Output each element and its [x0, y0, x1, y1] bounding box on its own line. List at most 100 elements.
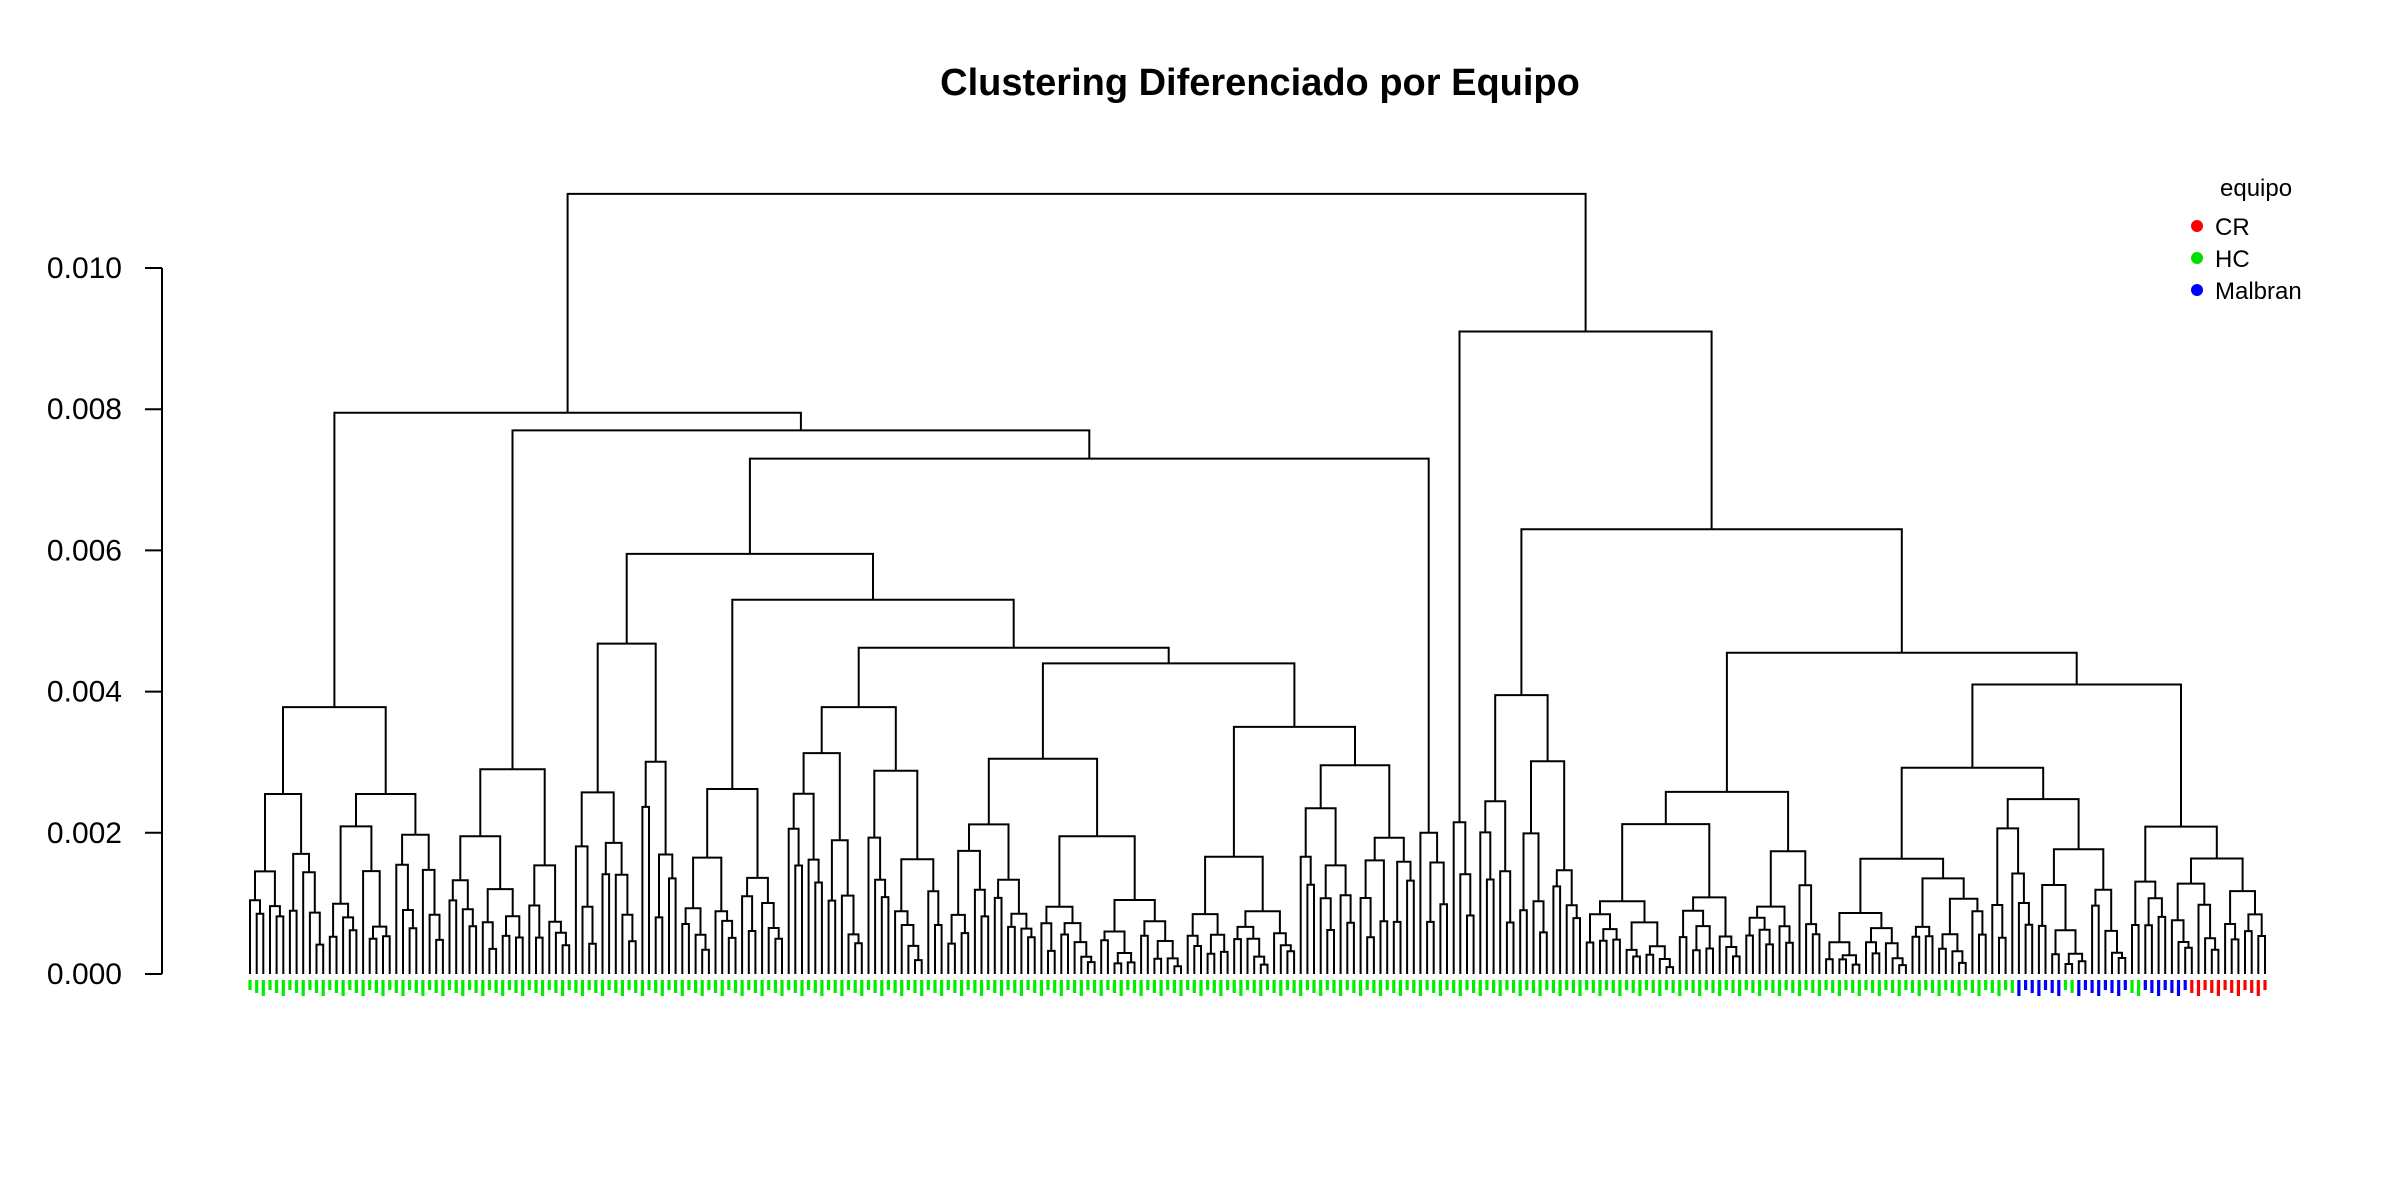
dendrogram-branch [254, 870, 276, 907]
leaf-label [1265, 980, 1270, 990]
dendrogram-branch [927, 890, 940, 974]
dendrogram-branch [2144, 924, 2153, 974]
dendrogram-branch [2144, 825, 2218, 882]
dendrogram-branch [968, 823, 1010, 880]
dendrogram-branch [714, 910, 729, 974]
dendrogram-branch [1664, 790, 1790, 852]
dendrogram-branch [588, 942, 597, 974]
dendrogram-branch [721, 919, 734, 974]
leaf-label [401, 980, 405, 996]
leaf-label [467, 980, 472, 990]
leaf-label [860, 980, 864, 996]
y-tick-label: 0.004 [47, 676, 122, 709]
dendrogram-branch [505, 915, 521, 938]
leaf-label [2196, 980, 2201, 996]
leaf-label [713, 980, 718, 993]
leaf-label [2203, 980, 2207, 990]
dendrogram-branch [2184, 946, 2193, 974]
leaf-label [1272, 980, 1276, 993]
dendrogram-branch [486, 888, 514, 923]
leaf-label [1226, 980, 1230, 990]
leaf-label [341, 980, 345, 996]
dendrogram-branch [1941, 933, 1959, 952]
leaf-label [2077, 980, 2081, 996]
dendrogram-branch [1725, 946, 1738, 974]
dendrogram-branch [668, 877, 677, 974]
leaf-label [1664, 980, 1669, 990]
dendrogram-branch [681, 923, 690, 974]
leaf-label [807, 980, 811, 990]
dendrogram-branch [1304, 807, 1337, 866]
dendrogram-branch [980, 915, 990, 974]
leaf-label [1565, 980, 1569, 990]
leaf-label [813, 980, 817, 993]
dendrogram-branch [614, 873, 629, 974]
dendrogram-branch [2041, 884, 2067, 931]
dendrogram-branch [658, 853, 674, 918]
leaf-label [328, 980, 332, 990]
dendrogram-branch [1143, 920, 1167, 941]
leaf-label [1678, 980, 1682, 996]
dendrogram-branch [1682, 909, 1705, 938]
leaf-label [1877, 980, 1881, 996]
leaf-label [946, 980, 950, 990]
leaf-label [2210, 980, 2214, 993]
y-tick-label: 0.002 [47, 817, 122, 850]
dendrogram-branch [2204, 937, 2217, 974]
dendrogram-branch [774, 937, 783, 974]
dendrogram-branch [451, 879, 469, 910]
dendrogram-branch [421, 868, 436, 974]
leaf-label [2150, 980, 2154, 993]
leaf-label [960, 980, 964, 996]
dendrogram-branch [1552, 885, 1562, 974]
legend-marker [2191, 220, 2203, 232]
leaf-label [1452, 980, 1456, 993]
dendrogram-branch [857, 646, 1170, 708]
leaf-label [647, 980, 651, 990]
dendrogram-branch [333, 411, 802, 708]
leaf-label [640, 980, 644, 996]
leaf-label [501, 980, 505, 996]
leaf-label [1997, 980, 2001, 996]
leaf-label [2083, 980, 2087, 990]
dendrogram-branch [1466, 914, 1475, 974]
leaf-label [2176, 980, 2181, 996]
dendrogram-branch [1458, 330, 1713, 823]
dendrogram-branch [269, 905, 281, 974]
leaf-label [434, 980, 438, 993]
dendrogram-branch [1900, 766, 2045, 859]
dendrogram-branch [1103, 930, 1126, 953]
legend-label: Malbran [2215, 278, 2302, 305]
dendrogram-branch [854, 942, 863, 974]
dendrogram-branch [874, 878, 887, 974]
leaf-label [2097, 980, 2101, 996]
dendrogram-branch [794, 864, 803, 974]
dendrogram-branch [1758, 928, 1771, 974]
dendrogram-branch [1156, 940, 1174, 959]
leaf-label [740, 980, 744, 996]
dendrogram-tree [249, 192, 2266, 974]
dendrogram-branch [468, 925, 478, 974]
dendrogram-branch [1126, 961, 1136, 974]
leaf-label [1219, 980, 1223, 996]
leaf-label [1824, 980, 1828, 990]
leaf-label [2130, 980, 2134, 993]
dendrogram-branch [1851, 963, 1861, 974]
dendrogram-branch [1364, 859, 1385, 922]
leaf-label [1245, 980, 1250, 990]
leaf-label [1066, 980, 1070, 990]
leaf-label [1957, 980, 1961, 996]
leaf-label [1152, 980, 1156, 993]
dendrogram-branch [802, 752, 841, 841]
dendrogram-branch [1193, 945, 1202, 974]
dendrogram-branch [1838, 912, 1883, 943]
leaf-label [308, 980, 312, 990]
leaf-label [1212, 980, 1216, 993]
leaf-label [1053, 980, 1057, 993]
dendrogram-branch [2157, 915, 2167, 974]
leaf-label [388, 980, 392, 990]
dendrogram-branch [533, 864, 557, 922]
dendrogram-branch [282, 706, 387, 794]
leaf-label [447, 980, 452, 990]
leaf-label [1804, 980, 1808, 990]
